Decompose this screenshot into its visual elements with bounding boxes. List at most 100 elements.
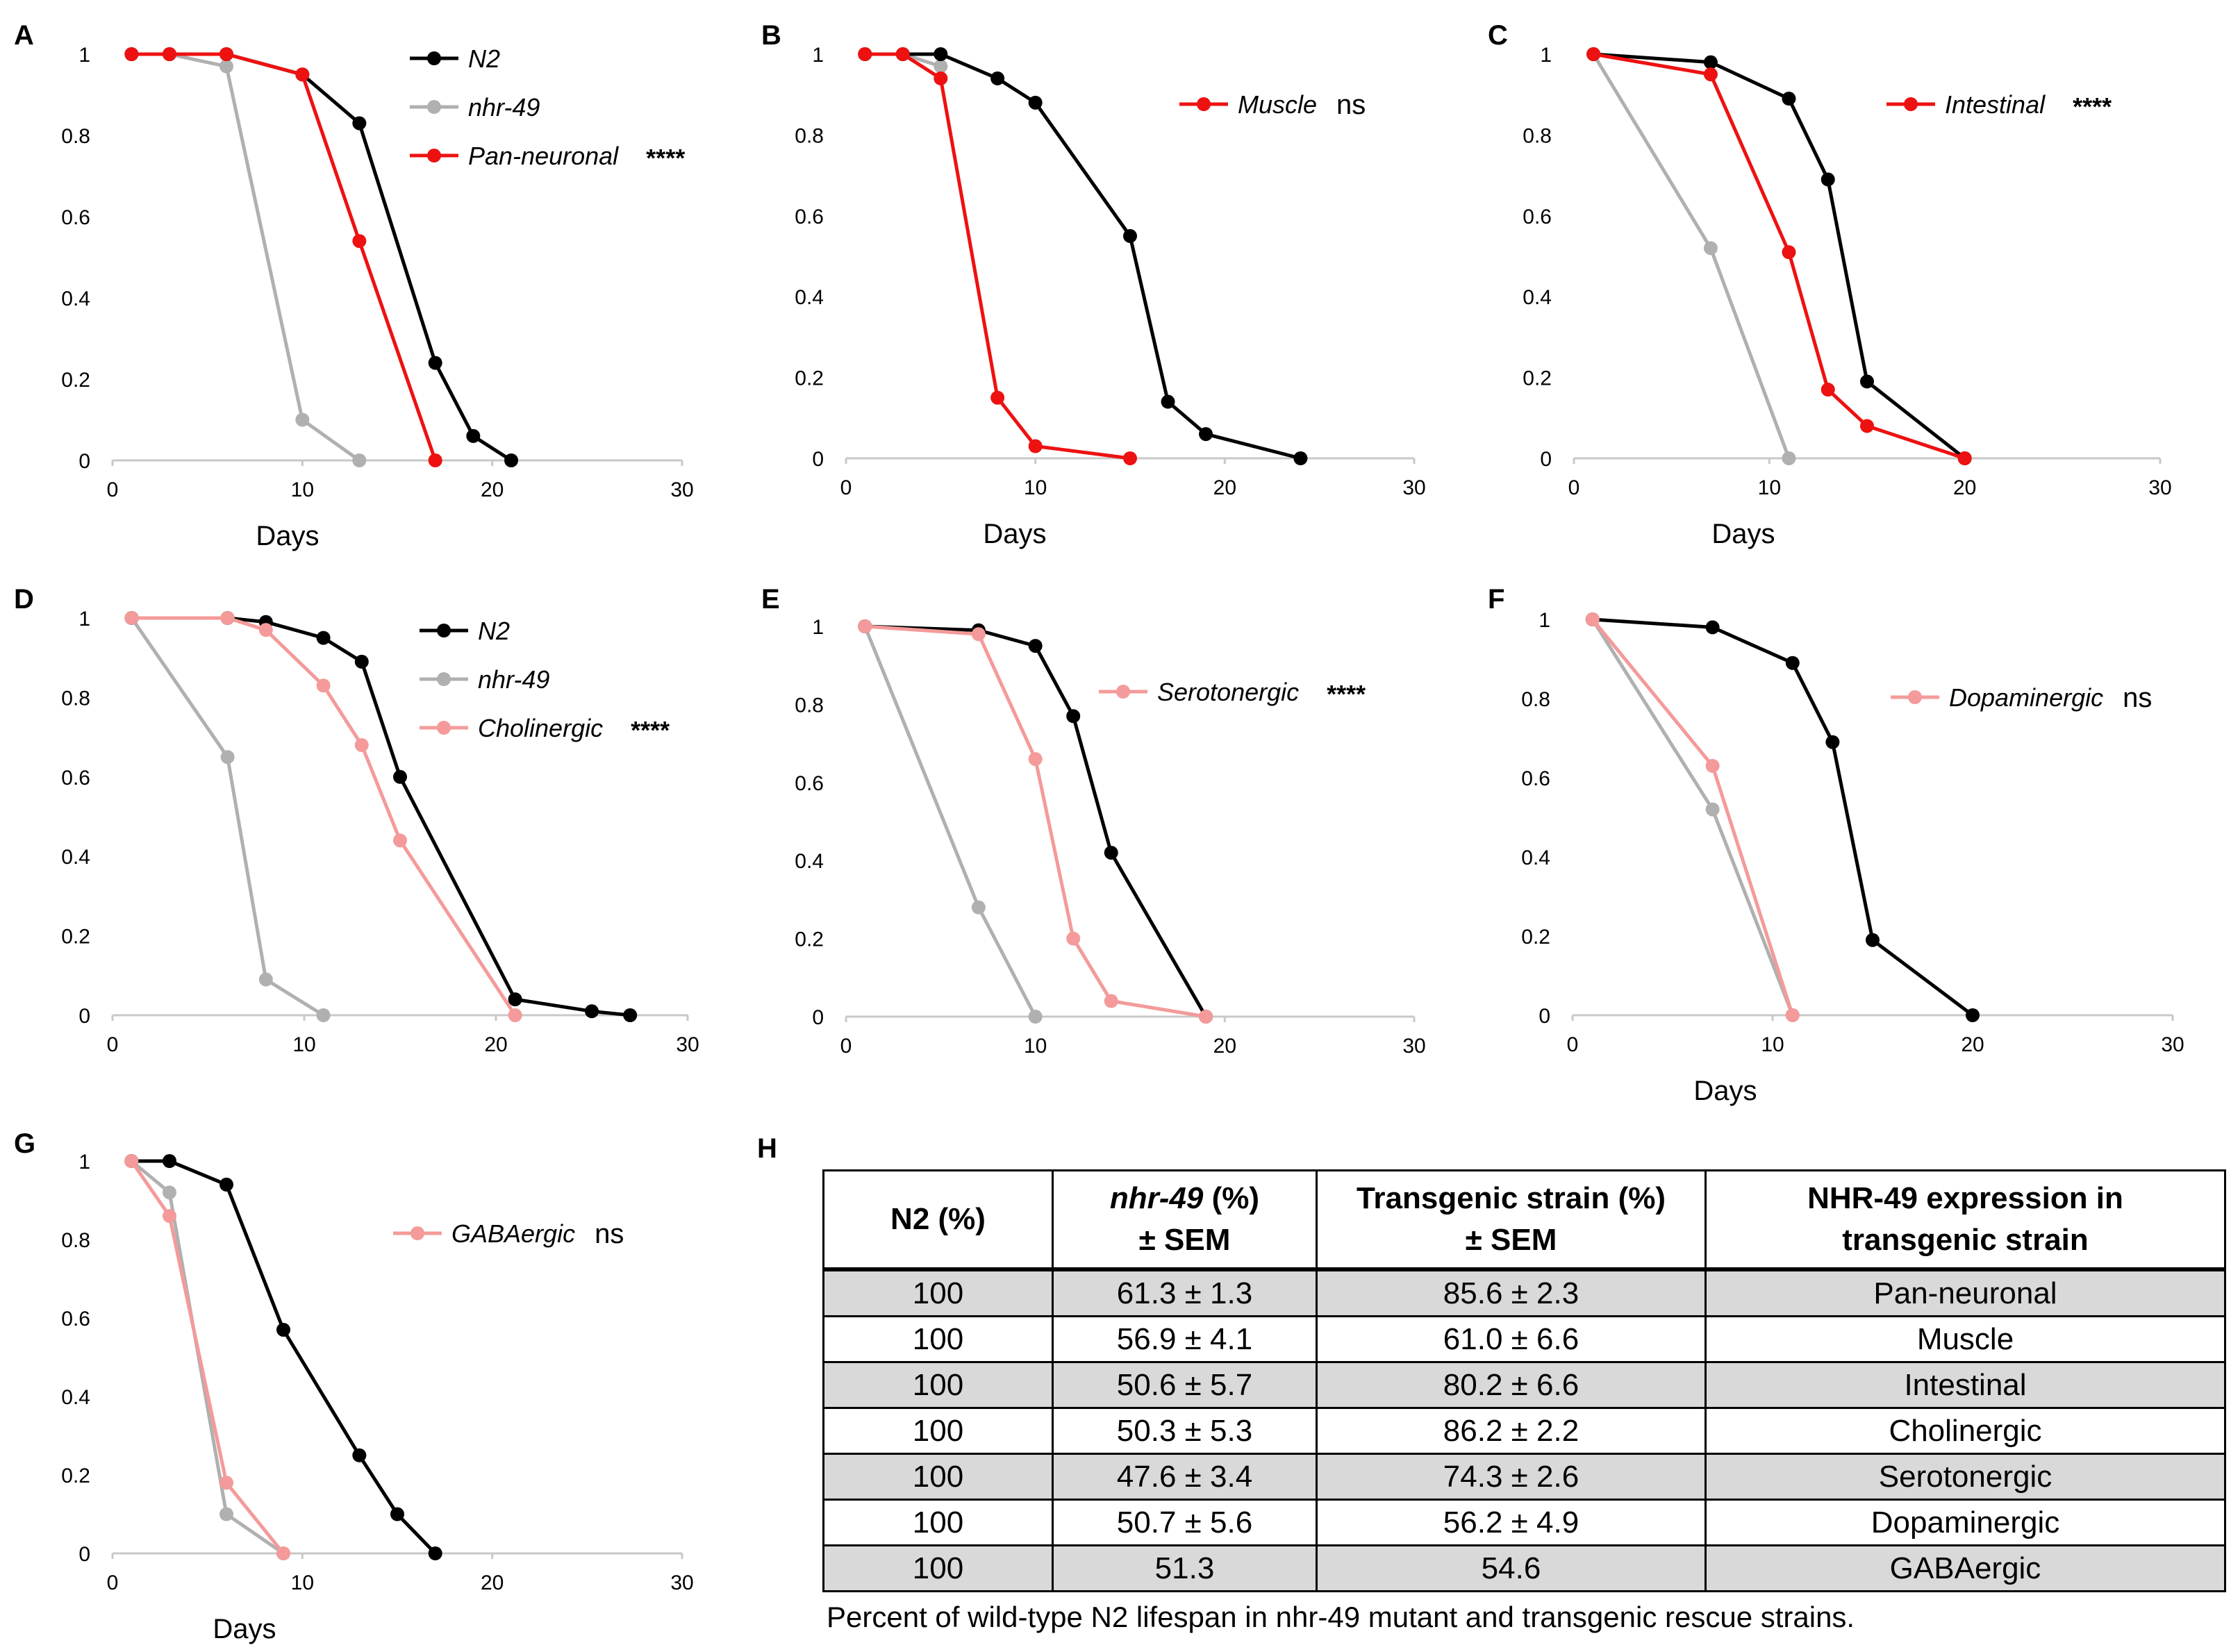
x-tick-label: 0 [107,478,119,501]
panel-g: G 0 10 20 30 0 0.2 0.4 0.6 0.8 1 Days GABAergic ns [14,1128,694,1644]
data-point-nhr-49 [971,900,986,915]
y-tick-label: 0.2 [61,926,90,949]
y-tick-label: 0.6 [795,206,824,228]
data-point-n2 [428,356,442,370]
x-tick-label: 30 [2161,1033,2184,1056]
data-point-n2 [990,71,1005,85]
legend-swatch-marker [437,672,451,686]
legend-swatch-marker [1908,690,1922,704]
data-point-dopaminergic [1785,1008,1800,1022]
data-point-n2 [352,116,367,131]
lifespan-table: N2 (%) nhr-49 (%) ± SEM Transgenic strai… [822,1169,2226,1592]
data-point-gabaergic [124,1154,139,1168]
data-point-n2 [1066,709,1081,724]
panel-a: A 0 10 20 30 0 0.2 0.4 0.6 0.8 1 Days N2 nhr-49 Pan-ne… [14,20,694,551]
cell-n2: 100 [822,1361,1054,1409]
series-line-n2 [1593,52,1966,460]
cell-transgenic: 86.2 ± 2.2 [1316,1407,1707,1455]
panel-b: B 0 10 20 30 0 0.2 0.4 0.6 0.8 1 Days Muscle ns [761,20,1426,549]
data-point-nhr-49 [219,1507,233,1521]
series-line-n2 [865,52,1302,460]
x-tick-label: 10 [291,478,314,501]
data-point-nhr-49 [220,750,235,765]
data-point-gabaergic [276,1546,290,1560]
data-point-n2 [316,631,331,645]
x-tick-label: 30 [676,1033,699,1056]
legend-swatch-marker [437,721,451,735]
data-point-n2 [1104,845,1118,860]
y-tick-label: 0.4 [61,287,90,310]
cell-expression: Pan-neuronal [1705,1268,2226,1317]
y-tick-label: 0.4 [1521,846,1550,869]
x-tick-label: 0 [1567,1033,1579,1056]
legend-label-pan-neuronal: Pan-neuronal [468,142,619,170]
data-point-n2 [1866,933,1880,947]
cell-transgenic: 80.2 ± 6.6 [1316,1361,1707,1409]
cell-n2: 100 [822,1499,1054,1546]
panel-f: F 0 10 20 30 0 0.2 0.4 0.6 0.8 1 Days Dopaminergic ns [1488,584,2184,1106]
cell-nhr49: 56.9 ± 4.1 [1052,1315,1318,1363]
data-point-cholinergic [220,611,235,625]
header-nhr49: nhr-49 (%) ± SEM [1052,1169,1318,1271]
significance-label: ns [2123,683,2152,713]
data-point-gabaergic [163,1209,176,1224]
data-point-nhr-49 [258,972,273,987]
cell-transgenic: 54.6 [1316,1544,1707,1592]
y-tick-label: 1 [78,608,90,631]
x-axis-label: Days [213,1614,276,1644]
x-tick-label: 30 [2148,476,2171,499]
y-tick-label: 1 [78,44,90,67]
y-tick-label: 1 [812,616,824,639]
table-row: 100 61.3 ± 1.3 85.6 ± 2.3 Pan-neuronal [822,1268,2226,1317]
x-tick-label: 20 [1961,1033,1984,1056]
series-line-n2 [131,52,513,462]
y-tick-label: 0.8 [61,1229,90,1252]
y-tick-label: 0.6 [1521,767,1550,790]
data-point-n2 [1782,92,1796,106]
legend-label-n2: N2 [468,44,500,73]
data-point-serotonergic [1066,931,1081,946]
panel-letter-g: G [14,1128,35,1159]
panel-e: E 0 10 20 30 0 0.2 0.4 0.6 0.8 1 Serotonergic **** [761,584,1426,1058]
y-tick-label: 1 [812,44,824,67]
data-point-serotonergic [1104,994,1118,1008]
significance-label: **** [631,716,670,744]
y-tick-label: 0.2 [1521,926,1550,949]
x-tick-label: 0 [107,1033,119,1056]
data-point-nhr-49 [1703,241,1718,256]
legend-label-gabaergic: GABAergic [451,1219,575,1248]
x-tick-label: 0 [1568,476,1580,499]
x-tick-label: 30 [670,478,693,501]
legend-label-dopaminergic: Dopaminergic [1949,683,2103,712]
legend-swatch-marker [1116,685,1130,699]
data-point-cholinergic [316,678,331,693]
data-point-n2 [1785,656,1800,670]
x-tick-label: 0 [840,1035,852,1058]
significance-label: ns [595,1219,624,1249]
data-point-intestinal [1860,419,1874,433]
x-tick-label: 10 [291,1571,314,1594]
legend-swatch-marker [1197,97,1211,111]
table-row: 100 50.7 ± 5.6 56.2 ± 4.9 Dopaminergic [822,1499,2226,1546]
cell-transgenic: 61.0 ± 6.6 [1316,1315,1707,1363]
legend-swatch-marker [427,51,441,65]
data-point-n2 [508,992,522,1007]
x-tick-label: 0 [840,476,852,499]
cell-expression: Muscle [1705,1315,2226,1363]
y-tick-label: 0.6 [1523,206,1552,228]
y-tick-label: 0.8 [1523,124,1552,147]
panel-c: C 0 10 20 30 0 0.2 0.4 0.6 0.8 1 Days Intestinal **** [1488,20,2172,549]
x-tick-label: 0 [107,1571,119,1594]
data-point-pan-neuronal [124,47,139,61]
data-point-n2 [466,428,481,443]
data-point-cholinergic [124,611,139,625]
series-line-intestinal [1593,52,1966,460]
data-point-intestinal [1782,245,1796,260]
y-tick-label: 0.8 [61,687,90,710]
data-point-pan-neuronal [295,67,310,82]
data-point-dopaminergic [1705,758,1720,773]
x-tick-label: 20 [1953,476,1976,499]
data-point-n2 [934,47,948,61]
data-point-cholinergic [354,738,369,753]
